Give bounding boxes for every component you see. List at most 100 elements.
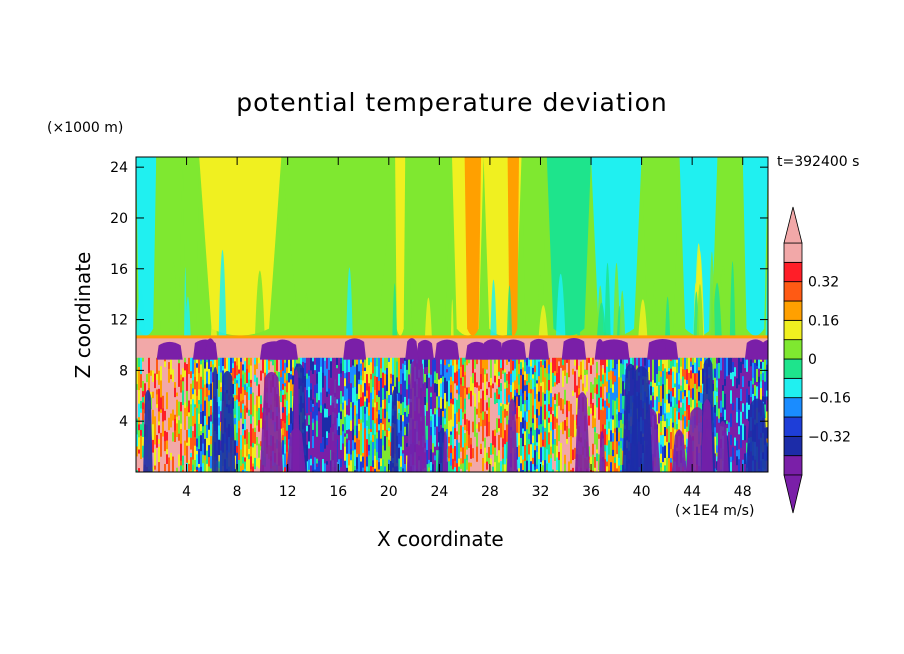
lower-cell-696 — [252, 447, 255, 465]
lower-cell-1090 — [318, 407, 321, 412]
lower-cell-2145 — [492, 461, 495, 468]
lower-cell-1787 — [434, 414, 437, 428]
colorbar-label-4: −0.32 — [808, 429, 851, 445]
lower-cell-1112 — [322, 404, 325, 411]
lower-cell-3810 — [766, 427, 768, 440]
lower-plume-23 — [330, 375, 338, 472]
lower-cell-1022 — [308, 357, 311, 368]
lower-cell-2441 — [542, 406, 545, 421]
lower-cell-498 — [220, 400, 223, 412]
lower-cell-2915 — [620, 470, 623, 472]
lower-cell-1878 — [450, 392, 453, 400]
lower-cell-3604 — [732, 390, 735, 404]
lower-cell-854 — [280, 418, 283, 430]
lower-cell-252 — [180, 374, 183, 381]
lower-cell-1032 — [308, 448, 311, 461]
lower-cell-2796 — [602, 368, 605, 376]
lower-cell-1463 — [380, 422, 383, 440]
lower-cell-2082 — [482, 430, 485, 442]
lower-cell-37 — [142, 375, 145, 382]
lower-cell-639 — [244, 384, 247, 391]
lower-cell-3490 — [714, 390, 717, 395]
lower-cell-2816 — [604, 451, 607, 460]
lower-cell-1096 — [320, 357, 323, 364]
lower-cell-1949 — [460, 468, 463, 472]
lower-cell-679 — [250, 387, 253, 395]
lower-cell-1215 — [338, 435, 341, 449]
lower-cell-1260 — [346, 433, 349, 440]
lower-cell-883 — [284, 453, 287, 468]
lower-cell-1119 — [324, 360, 327, 368]
lower-cell-3495 — [714, 436, 717, 454]
x-tick-label-5: 24 — [430, 484, 448, 500]
lower-cell-3509 — [716, 452, 719, 457]
lower-cell-2128 — [490, 409, 493, 419]
lower-cell-234 — [176, 423, 179, 438]
lower-cell-1865 — [448, 380, 451, 398]
lower-cell-110 — [154, 469, 157, 472]
lower-cell-602 — [238, 373, 241, 389]
lower-cell-304 — [188, 420, 191, 430]
lower-cell-2530 — [558, 357, 561, 362]
lower-cell-1052 — [312, 399, 315, 405]
lower-cell-2414 — [538, 361, 541, 377]
upper-plume-34 — [450, 299, 454, 339]
lower-cell-2595 — [568, 428, 571, 438]
lower-cell-1734 — [426, 367, 429, 376]
lower-cell-1117 — [322, 459, 325, 472]
lower-cell-1374 — [366, 374, 369, 392]
lower-cell-677 — [250, 379, 253, 384]
lower-cell-1150 — [328, 443, 331, 455]
lower-cell-2491 — [550, 422, 553, 431]
lower-cell-3413 — [702, 357, 705, 370]
lower-cell-2870 — [614, 392, 617, 402]
lower-cell-720 — [256, 458, 259, 468]
lower-cell-2737 — [592, 384, 595, 400]
lower-cell-1573 — [398, 413, 401, 421]
lower-cell-3752 — [758, 368, 761, 378]
colorbar-box-4 — [783, 377, 803, 399]
lower-cell-3355 — [692, 373, 695, 380]
lower-cell-2316 — [522, 388, 525, 394]
lower-cell-2753 — [594, 427, 597, 433]
lower-cell-3222 — [672, 366, 675, 373]
lower-cell-1504 — [388, 361, 391, 371]
lower-cell-915 — [290, 407, 293, 415]
lower-cell-581 — [234, 418, 237, 425]
lower-cell-1568 — [398, 371, 401, 383]
lower-cell-2287 — [516, 446, 519, 461]
lower-cell-231 — [176, 399, 179, 405]
lower-cell-3661 — [742, 364, 745, 377]
lower-cell-2569 — [564, 420, 567, 432]
lower-cell-1581 — [400, 357, 403, 370]
lower-cell-2141 — [492, 415, 495, 431]
lower-cell-3326 — [688, 357, 691, 374]
lower-cell-351 — [196, 363, 199, 369]
colorbar-label-1: 0.16 — [808, 313, 839, 329]
upper-column-1 — [156, 157, 183, 336]
lower-cell-2418 — [538, 415, 541, 426]
lower-cell-3184 — [664, 457, 667, 466]
upper-column-2 — [182, 157, 200, 336]
lower-cell-1274 — [350, 357, 353, 368]
lower-cell-595 — [236, 432, 239, 442]
lower-cell-2723 — [590, 382, 593, 394]
lower-plume-0 — [506, 398, 518, 472]
lower-cell-3162 — [662, 357, 665, 365]
lower-cell-1919 — [456, 431, 459, 441]
tropopause-blob-21 — [259, 341, 290, 360]
lower-cell-657 — [246, 412, 249, 430]
lower-cell-2733 — [592, 357, 595, 366]
lower-cell-2710 — [588, 397, 591, 407]
lower-cell-322 — [190, 452, 193, 458]
lower-cell-1990 — [466, 469, 469, 472]
lower-cell-2050 — [478, 357, 481, 369]
lower-cell-1458 — [380, 368, 383, 379]
lower-cell-3199 — [668, 371, 671, 376]
lower-cell-1388 — [368, 386, 371, 404]
lower-cell-2864 — [612, 456, 615, 472]
lower-cell-1778 — [432, 452, 435, 465]
lower-cell-2189 — [500, 423, 503, 438]
lower-cell-1072 — [314, 457, 317, 471]
